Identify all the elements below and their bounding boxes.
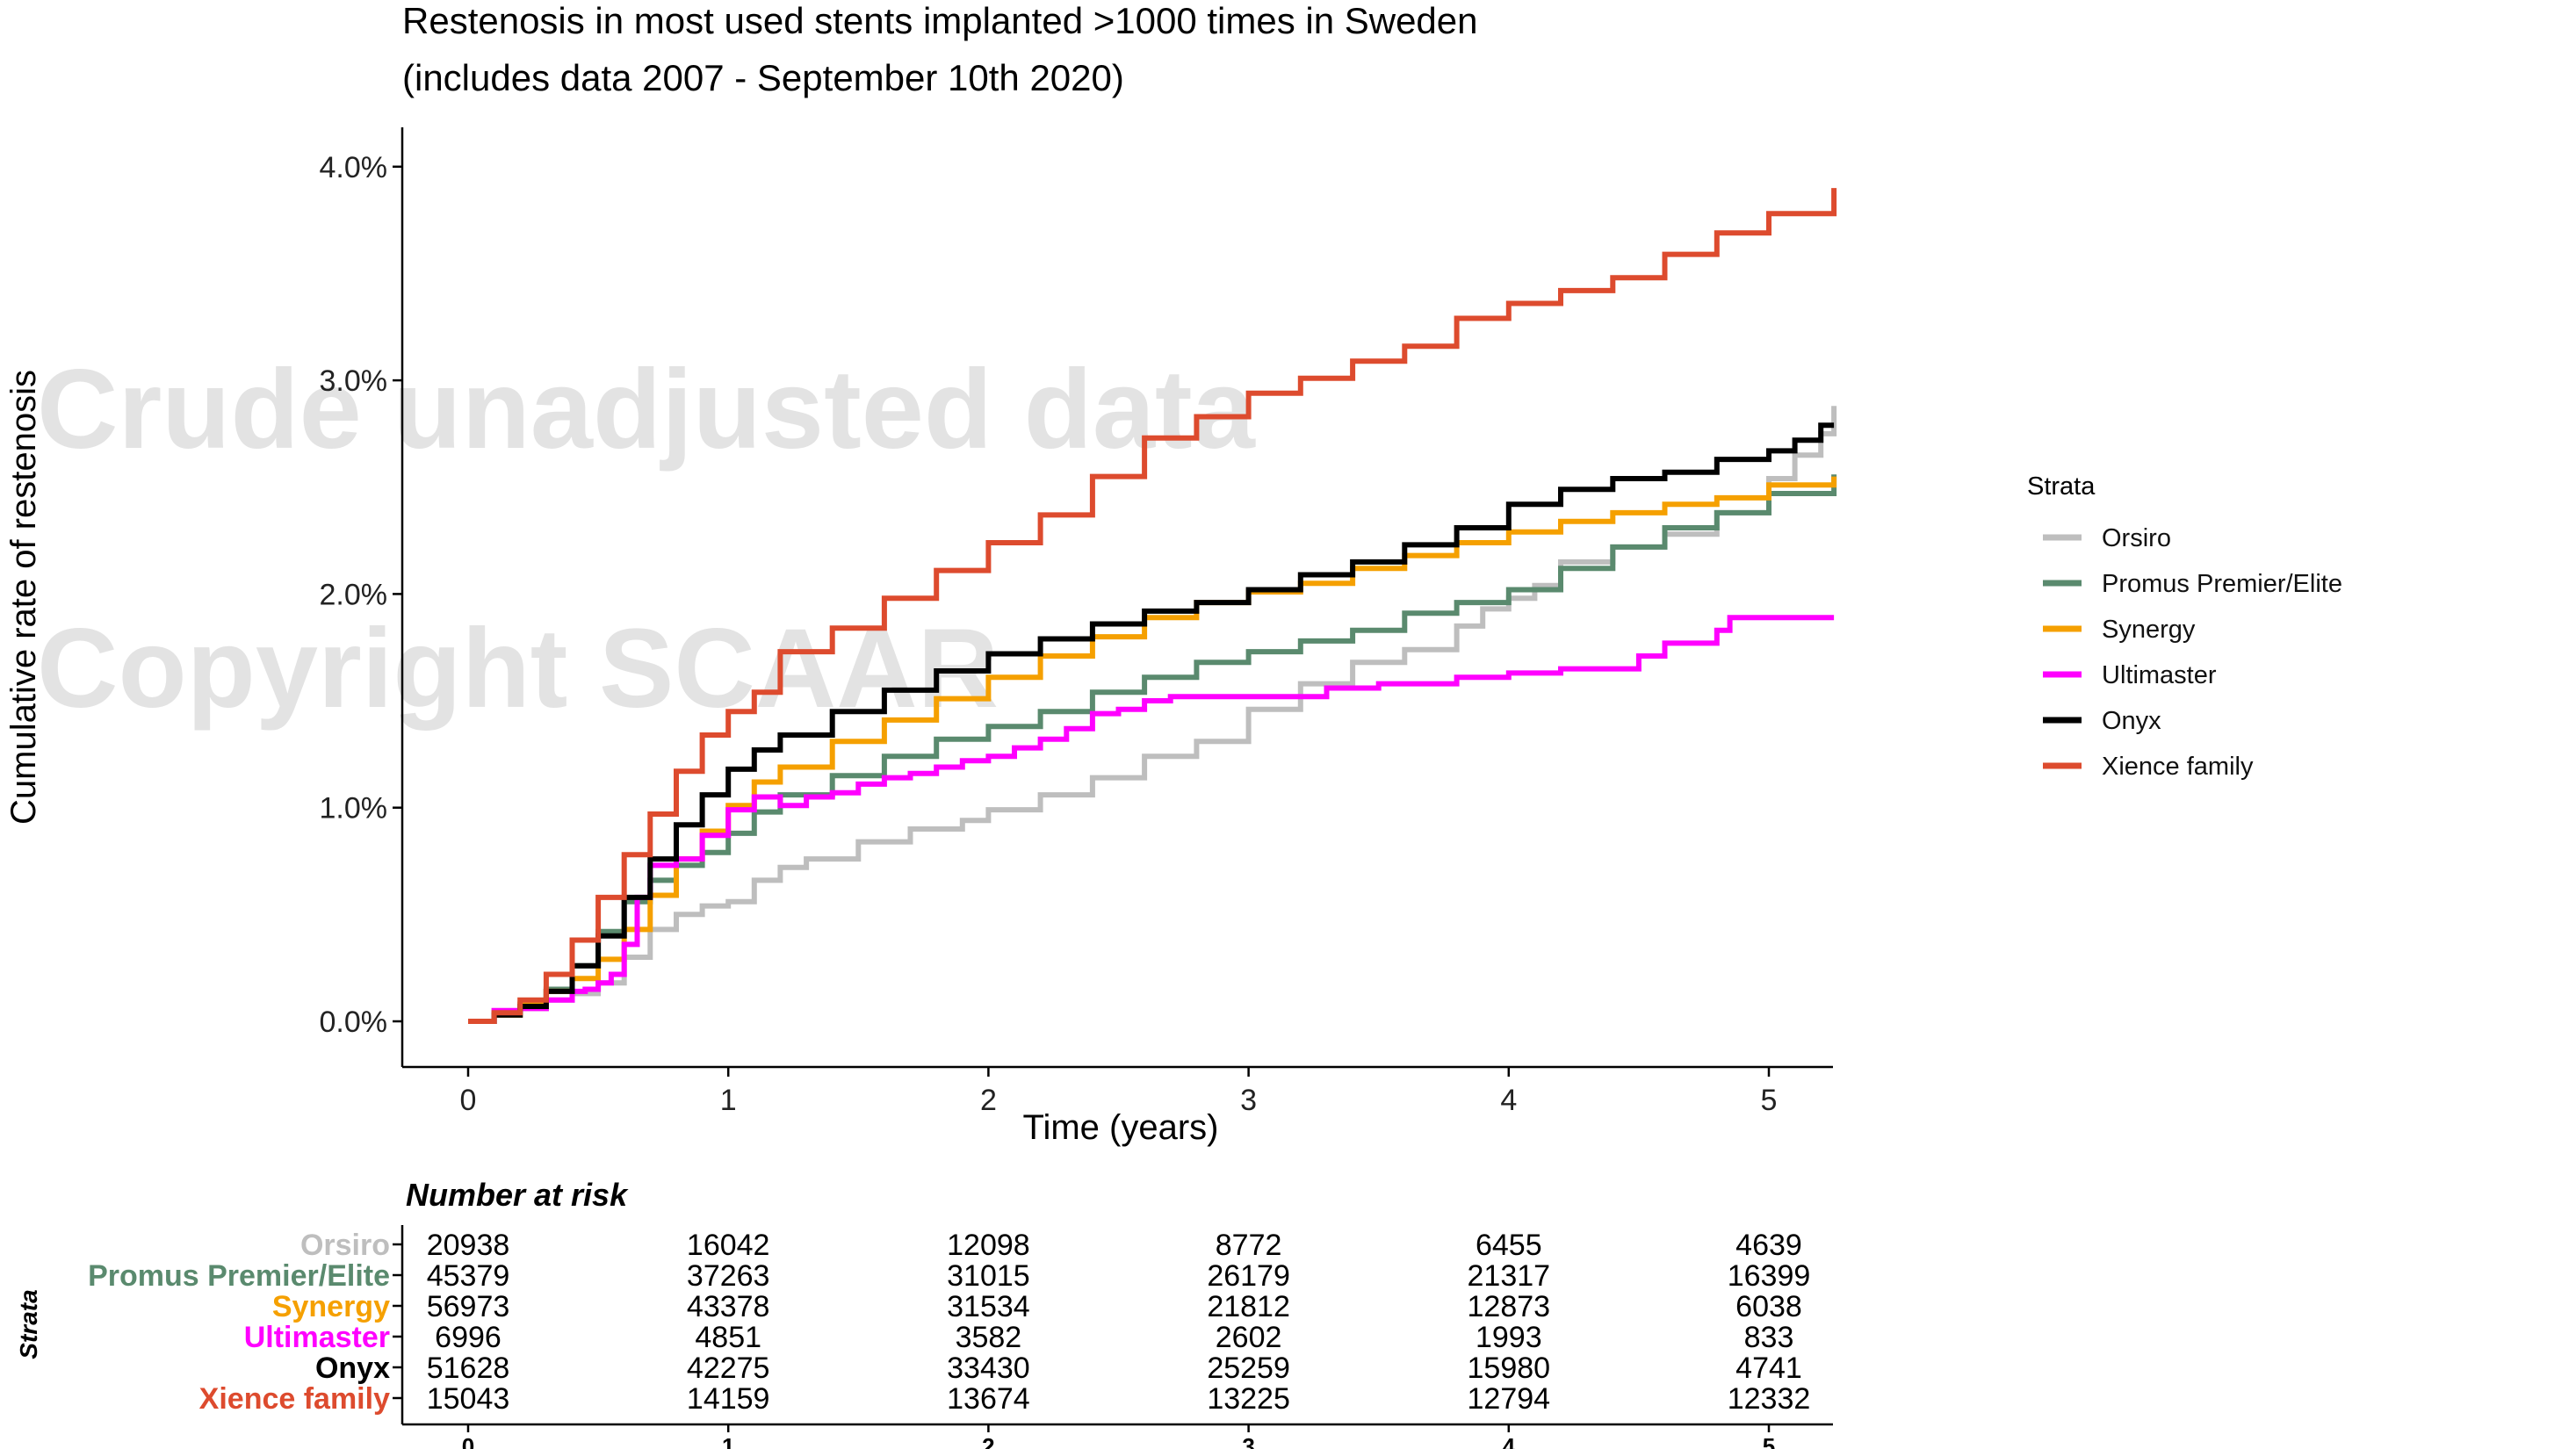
risk-count: 16399 — [1728, 1259, 1811, 1293]
y-tick-label: 0.0% — [320, 1006, 388, 1039]
risk-row-label-orsiro: Orsiro — [300, 1229, 390, 1262]
legend-title: Strata — [2027, 472, 2096, 501]
risk-count: 12873 — [1468, 1290, 1551, 1323]
risk-count: 45379 — [427, 1259, 510, 1293]
risk-count: 13225 — [1207, 1382, 1290, 1416]
series-line-synergy — [468, 476, 1837, 1024]
chart-subtitle: (includes data 2007 - September 10th 202… — [402, 57, 1124, 98]
series-line-ultimaster — [468, 615, 1835, 1024]
risk-table-axis-label: Strata — [15, 1289, 42, 1359]
risk-table-title: Number at risk — [406, 1177, 629, 1213]
risk-table: Number at risk Strata Orsiro 20938 16042 12… — [15, 1177, 1833, 1449]
risk-row-label-onyx: Onyx — [315, 1352, 390, 1385]
legend-label-synergy: Synergy — [2102, 616, 2196, 644]
y-axis-label: Cumulative rate of restenosis — [4, 370, 43, 825]
risk-count: 6455 — [1476, 1229, 1542, 1262]
risk-count: 43378 — [687, 1290, 770, 1323]
legend-label-promus-premier-elite: Promus Premier/Elite — [2102, 570, 2342, 598]
x-tick-label: 5 — [1761, 1084, 1778, 1117]
risk-count: 12098 — [947, 1229, 1030, 1262]
series-line-promus-premier-elite — [468, 474, 1837, 1024]
y-tick-label: 2.0% — [320, 578, 388, 611]
watermark-text: Crude unadjusted data — [37, 347, 1256, 472]
risk-count: 4639 — [1735, 1229, 1802, 1262]
y-tick-label: 4.0% — [320, 151, 388, 184]
legend-label-onyx: Onyx — [2102, 707, 2161, 735]
risk-table-time-label: 3 — [1242, 1433, 1254, 1449]
y-tick-label: 1.0% — [320, 792, 388, 825]
risk-count: 6996 — [435, 1321, 501, 1354]
risk-count: 14159 — [687, 1382, 770, 1416]
x-axis-label: Time (years) — [1023, 1108, 1219, 1147]
risk-table-time-label: 2 — [982, 1433, 994, 1449]
risk-count: 20938 — [427, 1229, 510, 1262]
risk-count: 3582 — [956, 1321, 1022, 1354]
risk-row-label-xience-family: Xience family — [199, 1382, 390, 1416]
risk-count: 1993 — [1476, 1321, 1542, 1354]
chart-title: Restenosis in most used stents implanted… — [402, 0, 1478, 41]
risk-row-label-promus-premier-elite: Promus Premier/Elite — [88, 1259, 390, 1293]
series-line-onyx — [468, 422, 1835, 1024]
risk-count: 8772 — [1216, 1229, 1282, 1262]
risk-count: 4741 — [1735, 1352, 1802, 1385]
x-tick-label: 1 — [720, 1084, 737, 1117]
risk-count: 15980 — [1468, 1352, 1551, 1385]
risk-count: 37263 — [687, 1259, 770, 1293]
risk-count: 4851 — [695, 1321, 761, 1354]
risk-count: 56973 — [427, 1290, 510, 1323]
risk-count: 833 — [1744, 1321, 1794, 1354]
legend: Strata Orsiro Promus Premier/Elite Synergy… — [2027, 472, 2342, 781]
risk-count: 12794 — [1468, 1382, 1551, 1416]
risk-row-label-synergy: Synergy — [272, 1290, 390, 1323]
plot-axes: 0.0% 1.0% 2.0% 3.0% 4.0% 0 1 2 3 4 5 — [320, 127, 1833, 1117]
risk-count: 21317 — [1468, 1259, 1551, 1293]
y-tick-label: 3.0% — [320, 364, 388, 398]
legend-label-ultimaster: Ultimaster — [2102, 661, 2217, 689]
legend-label-xience-family: Xience family — [2102, 753, 2254, 781]
risk-count: 42275 — [687, 1352, 770, 1385]
risk-row-label-ultimaster: Ultimaster — [244, 1321, 390, 1354]
x-tick-label: 2 — [980, 1084, 997, 1117]
risk-count: 25259 — [1207, 1352, 1290, 1385]
x-tick-label: 0 — [460, 1084, 477, 1117]
x-tick-label: 4 — [1500, 1084, 1517, 1117]
series-line-xience-family — [468, 188, 1837, 1024]
risk-table-time-label: 1 — [722, 1433, 734, 1449]
x-tick-label: 3 — [1240, 1084, 1257, 1117]
risk-count: 13674 — [947, 1382, 1030, 1416]
series-lines — [468, 188, 1837, 1024]
risk-count: 6038 — [1735, 1290, 1802, 1323]
risk-count: 15043 — [427, 1382, 510, 1416]
risk-count: 51628 — [427, 1352, 510, 1385]
risk-count: 16042 — [687, 1229, 770, 1262]
risk-count: 31534 — [947, 1290, 1030, 1323]
risk-count: 33430 — [947, 1352, 1030, 1385]
risk-table-time-label: 5 — [1763, 1433, 1775, 1449]
risk-table-time-label: 4 — [1503, 1433, 1516, 1449]
risk-count: 12332 — [1728, 1382, 1811, 1416]
risk-count: 31015 — [947, 1259, 1030, 1293]
legend-label-orsiro: Orsiro — [2102, 524, 2171, 552]
risk-table-time-label: 0 — [462, 1433, 474, 1449]
risk-count: 26179 — [1207, 1259, 1290, 1293]
risk-count: 21812 — [1207, 1290, 1290, 1323]
risk-count: 2602 — [1216, 1321, 1282, 1354]
